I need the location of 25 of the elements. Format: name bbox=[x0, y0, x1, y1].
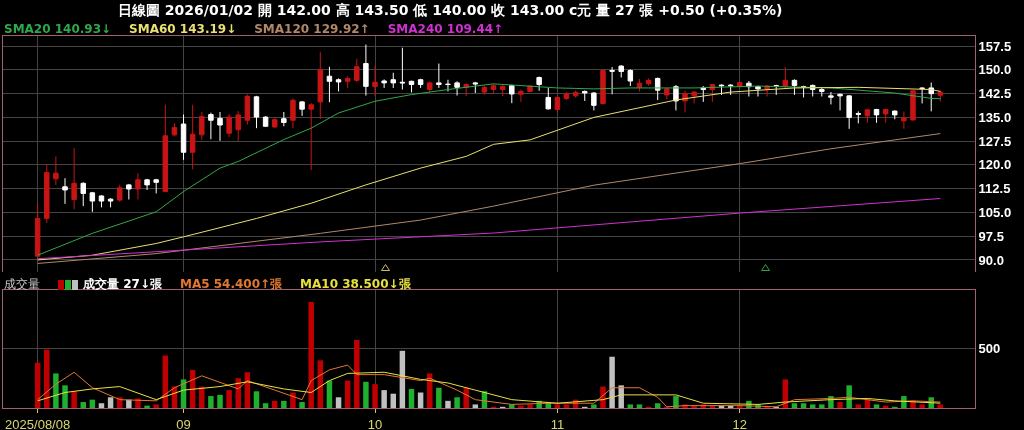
text: SMA60 143.19↓ bbox=[129, 22, 237, 36]
text: SMA120 129.92↑ bbox=[254, 22, 370, 36]
y-tick-label: 127.5 bbox=[978, 133, 1012, 149]
y-tick-label: 135.0 bbox=[978, 109, 1012, 125]
y-axis-title: 成交量 bbox=[4, 276, 40, 293]
y-tick-label: 97.5 bbox=[978, 228, 1004, 244]
y-tick-label: 112.5 bbox=[978, 181, 1011, 197]
y-tick-label: 142.5 bbox=[978, 86, 1012, 102]
y-tick-label: 105.0 bbox=[978, 205, 1012, 220]
x-tick-label: 2025/08/08 bbox=[5, 416, 71, 430]
y-tick-label: 90.0 bbox=[978, 252, 1004, 268]
x-tick-label: 11 bbox=[550, 416, 565, 430]
y-tick-label: 157.5 bbox=[978, 38, 1012, 54]
text: MA10 38.500↓張 bbox=[300, 276, 411, 293]
text: SMA240 109.44↑ bbox=[387, 22, 504, 36]
x-tick-label: 12 bbox=[732, 416, 747, 430]
chart-title: 日線圖 2026/01/02 開 142.00 高 143.50 低 140.00 收 143.00 c元 量 27 張 +0.50 (+0.35%) bbox=[118, 2, 783, 20]
y-tick-label: 120.0 bbox=[978, 157, 1012, 173]
y-tick-label: 150.0 bbox=[978, 62, 1012, 78]
y-tick-label: 500 bbox=[978, 340, 1001, 356]
legend-label: 成交量 27↓張 bbox=[83, 276, 162, 293]
text: MA5 54.400↑張 bbox=[179, 276, 283, 293]
text: SMA20 140.93↓ bbox=[4, 22, 112, 36]
x-tick-label: 09 bbox=[176, 416, 191, 430]
x-tick-label: 10 bbox=[367, 416, 383, 430]
